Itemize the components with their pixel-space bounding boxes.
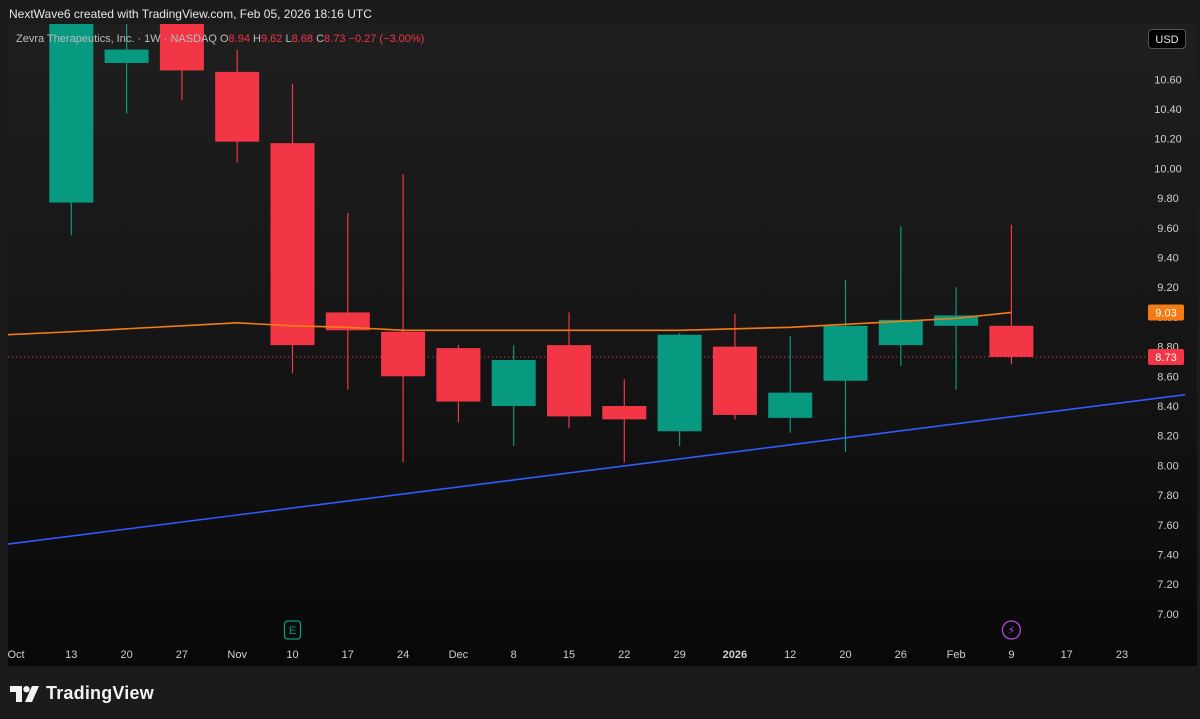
candle-body (768, 392, 813, 418)
x-axis-tick-label: Nov (227, 649, 247, 661)
x-axis-tick-label: 2026 (723, 649, 747, 661)
x-axis-tick-label: 15 (563, 649, 575, 661)
x-axis-tick-label: 8 (511, 649, 517, 661)
y-axis-tick-label: 7.00 (1157, 609, 1178, 621)
x-axis-tick-label: 17 (342, 649, 354, 661)
earnings-marker-icon (283, 620, 302, 640)
y-axis-tick-label: 10.20 (1154, 134, 1182, 146)
candle-body (602, 406, 647, 420)
low-label: L (285, 33, 292, 45)
chart-credit: NextWave6 created with TradingView.com, … (9, 7, 372, 21)
currency-button[interactable]: USD (1148, 29, 1186, 49)
y-axis-tick-label: 8.60 (1157, 371, 1178, 383)
candle-body (989, 325, 1034, 357)
x-axis-tick-label: 20 (839, 649, 851, 661)
candle-body (381, 331, 426, 377)
tradingview-brand: TradingView (46, 683, 154, 703)
candle-body (657, 334, 702, 432)
candle-body (49, 24, 94, 203)
change-value: −0.27 (−3.00%) (348, 33, 425, 45)
x-axis-tick-label: 23 (1116, 649, 1128, 661)
y-axis-tick-label: 7.20 (1157, 579, 1178, 591)
y-axis-tick-label: 9.60 (1157, 223, 1178, 235)
y-axis-tick-label: 10.40 (1154, 104, 1182, 116)
y-axis-tick-label: 9.80 (1157, 193, 1178, 205)
plot-group (8, 24, 1185, 545)
y-axis-tick-label: 8.00 (1157, 460, 1178, 472)
candle-body (934, 315, 979, 326)
low-value: 8.68 (291, 33, 314, 45)
x-axis-tick-label: 10 (286, 649, 298, 661)
trendline (8, 393, 1185, 545)
x-axis-tick-label: 20 (120, 649, 132, 661)
event-marker-icon (1001, 620, 1022, 640)
high-value: 9.62 (260, 33, 283, 45)
candle-body (712, 346, 757, 415)
x-axis-tick-label: 22 (618, 649, 630, 661)
last-price-badge: 8.73 (1155, 352, 1176, 364)
x-axis-tick-label: 26 (895, 649, 907, 661)
candle-body (270, 143, 315, 346)
earnings-marker-label: E (289, 625, 296, 637)
symbol-name: Zevra Therapeutics, Inc. · 1W · NASDAQ (16, 33, 217, 45)
y-axis-tick-label: 10.00 (1154, 163, 1182, 175)
y-axis-tick-label: 7.80 (1157, 490, 1178, 502)
moving-average-price-badge-bg (1148, 304, 1184, 321)
x-axis-tick-label: 9 (1008, 649, 1014, 661)
open-label: O (219, 33, 229, 45)
y-axis-tick-label: 8.20 (1157, 431, 1178, 443)
y-axis-tick-label: 9.40 (1157, 253, 1178, 265)
candle-body (547, 345, 591, 417)
candle-body (878, 319, 923, 346)
symbol-legend: Zevra Therapeutics, Inc. · 1W · NASDAQ O… (16, 33, 424, 45)
candle-body (491, 359, 536, 406)
tradingview-logo[interactable]: TradingView (10, 683, 154, 704)
y-axis-tick-label: 10.60 (1154, 74, 1182, 86)
tradingview-logo-icon (10, 685, 39, 702)
close-value: 8.73 (324, 33, 346, 45)
candle-body (215, 71, 260, 142)
candle-body (436, 348, 481, 402)
moving-average-line (8, 311, 1012, 336)
y-axis-tick-label: 9.20 (1157, 282, 1178, 294)
x-axis-tick-label: 12 (784, 649, 796, 661)
x-axis-tick-label: Oct (7, 649, 24, 661)
high-label: H (253, 33, 261, 45)
open-value: 8.94 (228, 33, 250, 45)
x-axis-tick-label: 24 (397, 649, 409, 661)
x-axis-tick-label: 13 (65, 649, 77, 661)
x-axis-tick-label: Feb (947, 649, 966, 661)
x-axis-tick-label: 27 (176, 649, 188, 661)
candle-body (159, 24, 204, 71)
x-axis-tick-label: 29 (673, 649, 685, 661)
candle-body (104, 49, 149, 63)
y-axis-tick-label: 7.60 (1157, 520, 1178, 532)
top-bar: NextWave6 created with TradingView.com, … (0, 0, 1200, 26)
y-axis-tick-label: 7.40 (1157, 550, 1178, 562)
y-axis-tick-label: 8.40 (1157, 401, 1178, 413)
last-price-badge-bg (1148, 348, 1184, 365)
moving-average-price-badge: 9.03 (1155, 307, 1176, 319)
x-axis-tick-label: Dec (449, 649, 469, 661)
event-marker-label: ⚡ (1008, 624, 1016, 637)
close-label: C (316, 33, 325, 45)
x-axis-tick-label: 17 (1061, 649, 1073, 661)
footer (0, 666, 1200, 719)
candle-body (823, 325, 868, 381)
candle-body (325, 312, 370, 331)
